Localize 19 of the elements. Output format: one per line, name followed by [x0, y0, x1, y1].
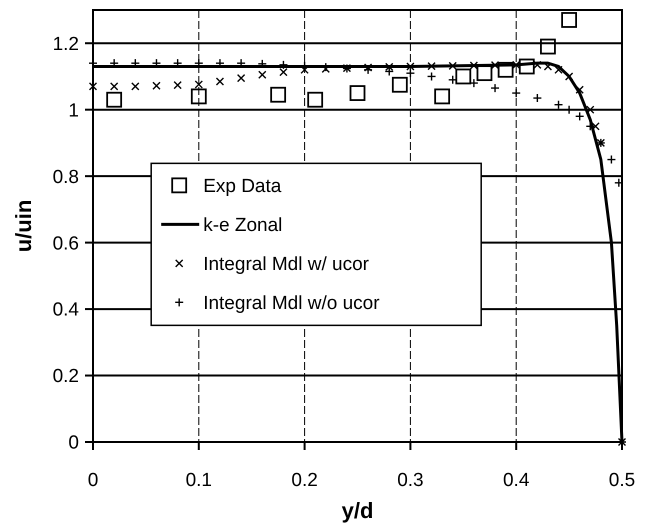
legend-label: Exp Data — [203, 176, 282, 198]
legend-label: k-e Zonal — [203, 215, 282, 236]
x-axis-title: y/d — [342, 498, 374, 523]
x-tick-label: 0 — [88, 470, 98, 491]
y-tick-label: 1 — [68, 100, 79, 122]
x-tick-label: 0.1 — [186, 470, 212, 491]
legend-label: Integral Mdl w/o ucor — [203, 293, 380, 314]
legend-label: Integral Mdl w/ ucor — [203, 254, 370, 276]
y-axis-title: u/uin — [11, 200, 36, 252]
y-tick-label: 0.6 — [52, 233, 79, 254]
y-tick-label: 0.2 — [52, 366, 79, 388]
x-tick-label: 0.3 — [397, 470, 424, 491]
x-tick-label: 0.4 — [502, 470, 530, 491]
y-tick-label: 0 — [68, 432, 79, 454]
y-tick-label: 0.4 — [52, 300, 80, 321]
y-tick-label: 1.2 — [52, 34, 79, 55]
x-tick-label: 0.5 — [608, 470, 636, 491]
x-tick-label: 0.2 — [291, 470, 318, 491]
y-tick-label: 0.8 — [52, 166, 79, 188]
